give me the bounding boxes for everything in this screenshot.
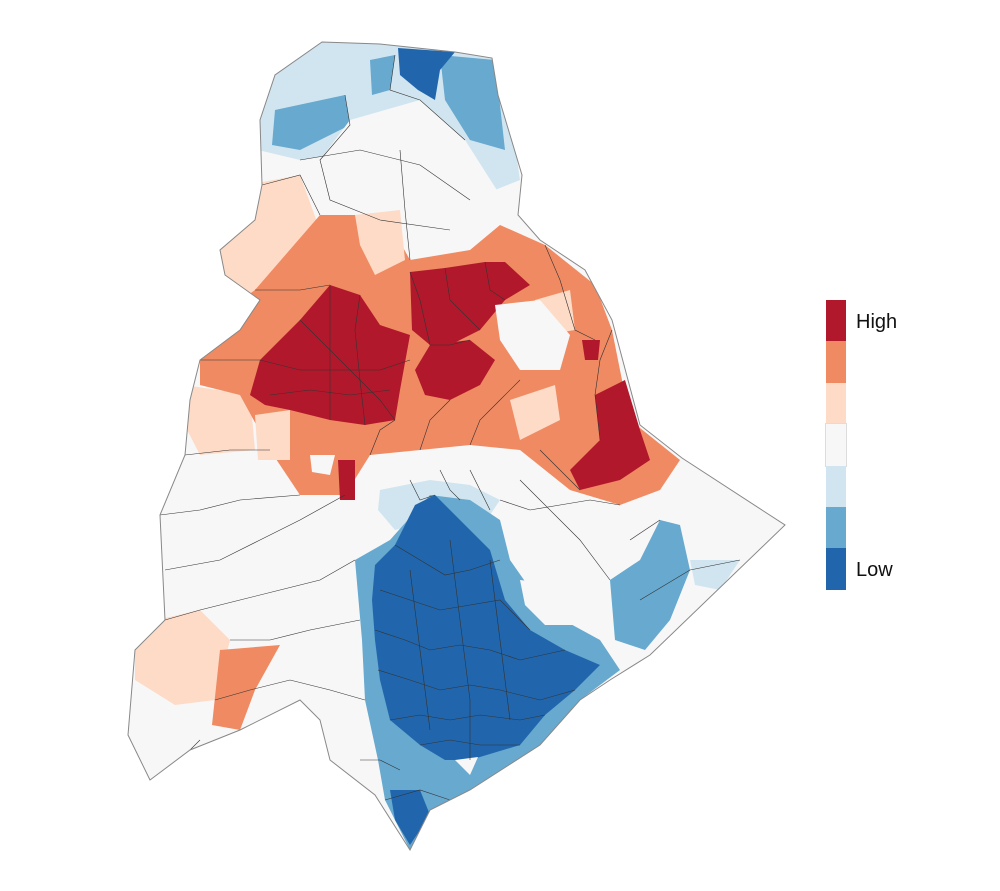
legend-high-label: High bbox=[856, 311, 898, 333]
region-south-dark-blue bbox=[372, 495, 600, 760]
legend-swatch-5 bbox=[826, 382, 846, 425]
region-west-light-orange-2 bbox=[182, 385, 255, 455]
region-east-dark-red bbox=[570, 380, 650, 490]
legend-swatch-1 bbox=[826, 548, 846, 590]
region-north-mid-blue-2 bbox=[272, 95, 350, 150]
region-north-neutral bbox=[320, 100, 500, 230]
region-sw-orange bbox=[212, 645, 280, 730]
legend-swatch-6 bbox=[826, 341, 846, 383]
legend-low-label: Low bbox=[856, 559, 893, 581]
region-south-dark-blue-2 bbox=[390, 790, 430, 845]
region-neutral-hole-4 bbox=[455, 757, 478, 775]
region-east-dark-red-2 bbox=[582, 340, 600, 360]
legend-swatch-3 bbox=[826, 465, 846, 507]
region-light-orange-patch-4 bbox=[255, 410, 290, 460]
region-neutral-hole-3 bbox=[520, 580, 575, 625]
region-north-mid-blue bbox=[440, 55, 505, 150]
legend-swatch-2 bbox=[826, 507, 846, 549]
region-sw-light-orange bbox=[135, 610, 230, 705]
region-east-mid-blue bbox=[610, 520, 690, 650]
region-north-dark-red bbox=[410, 262, 530, 345]
region-north-dark-blue bbox=[398, 48, 455, 100]
region-neutral-hole-1 bbox=[495, 300, 570, 370]
region-light-orange-patch-3 bbox=[510, 385, 560, 440]
legend-swatch-7 bbox=[826, 300, 846, 342]
region-light-orange-patch-1 bbox=[355, 210, 405, 275]
county-outline bbox=[127, 41, 786, 852]
legend-swatch-4 bbox=[825, 423, 847, 467]
region-dark-red-small bbox=[338, 460, 355, 500]
region-neutral-hole-2 bbox=[310, 455, 335, 475]
region-central-dark-red bbox=[415, 340, 495, 400]
region-north-mid-blue-3 bbox=[370, 55, 395, 95]
